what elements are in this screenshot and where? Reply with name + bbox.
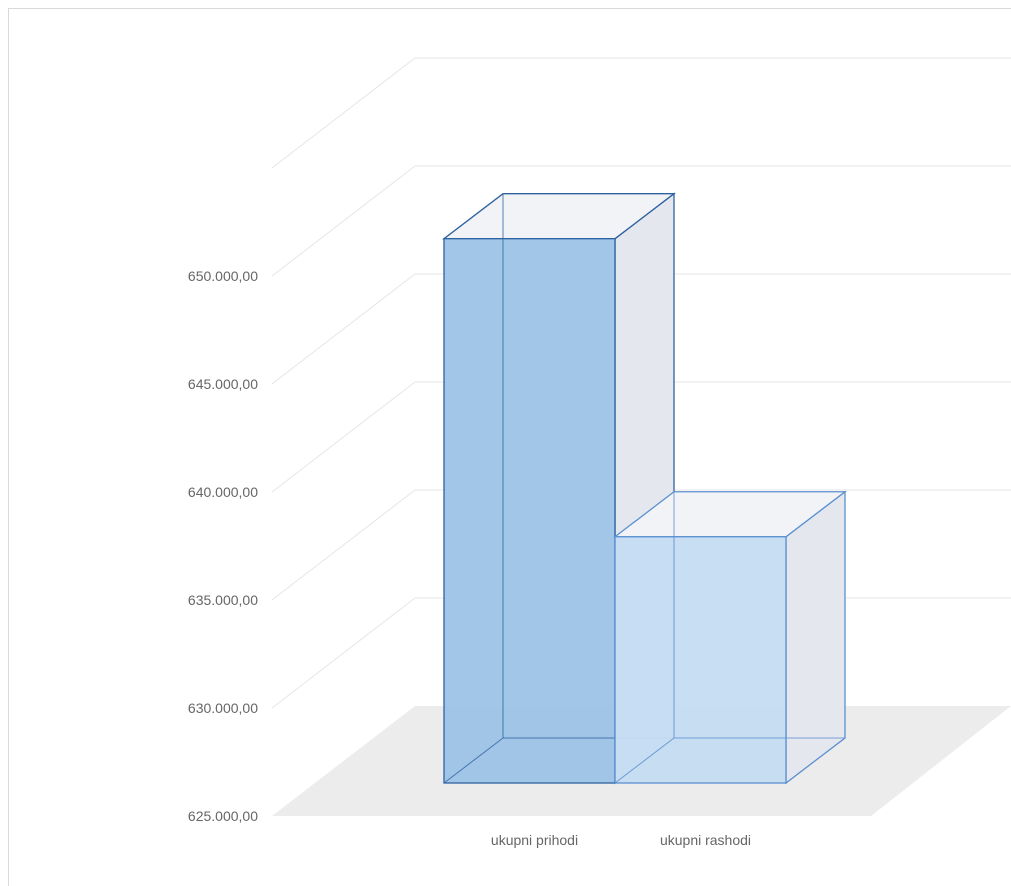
x-axis-labels: ukupni prihodi ukupni rashodi xyxy=(491,832,751,848)
gridline-side xyxy=(271,57,416,169)
x-tick-label: ukupni prihodi xyxy=(491,832,578,848)
bar-front-face xyxy=(443,238,616,784)
gridline-side xyxy=(271,597,416,709)
y-tick-label: 640.000,00 xyxy=(188,484,258,500)
bar-ukupni-rashodi xyxy=(613,490,847,785)
gridline-side xyxy=(271,381,416,493)
y-tick-label: 645.000,00 xyxy=(188,376,258,392)
y-tick-label: 650.000,00 xyxy=(188,268,258,284)
gridline-side xyxy=(271,273,416,385)
gridline-side xyxy=(271,165,416,277)
y-tick-label: 635.000,00 xyxy=(188,592,258,608)
y-tick-label: 630.000,00 xyxy=(188,700,258,716)
bar-ukupni-prihodi xyxy=(442,192,676,785)
y-tick-label: 625.000,00 xyxy=(188,808,258,824)
bar-side-face xyxy=(785,490,846,785)
y-axis-ticks: 625.000,00 630.000,00 635.000,00 640.000,00… xyxy=(188,268,258,824)
gridline-side xyxy=(271,489,416,601)
x-tick-label: ukupni rashodi xyxy=(660,832,751,848)
bar-front-face xyxy=(614,536,787,784)
bars xyxy=(442,192,847,785)
